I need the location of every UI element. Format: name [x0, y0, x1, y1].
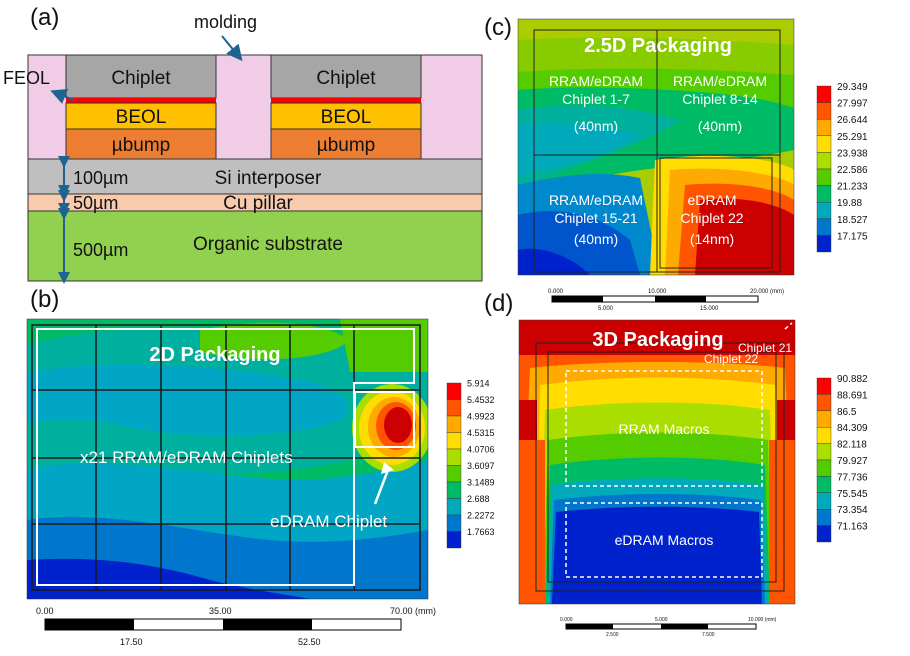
dim-interposer-label: 100µm	[73, 168, 128, 188]
panel-d-label: (d)	[484, 290, 514, 317]
ubump-label-1: µbump	[112, 135, 170, 156]
dim-substrate-label: 500µm	[73, 240, 128, 260]
beol-label-1: BEOL	[116, 107, 167, 128]
organic-substrate-label: Organic substrate	[193, 234, 343, 255]
beol-label-2: BEOL	[321, 107, 372, 128]
panel-a-label: (a)	[30, 4, 60, 31]
panel-c-label: (c)	[484, 14, 512, 41]
molding-arrow	[221, 35, 243, 62]
si-interposer-layer	[27, 158, 483, 195]
chiplet-label-2: Chiplet	[316, 68, 376, 89]
si-interposer-label: Si interposer	[215, 168, 322, 189]
chiplet-label-1: Chiplet	[111, 68, 171, 89]
ubump-label-2: µbump	[317, 135, 375, 156]
dim-pillar-label: 50µm	[73, 193, 118, 213]
beol-line-2	[271, 98, 421, 103]
ubump-2	[270, 128, 422, 160]
molding-label: molding	[194, 12, 257, 32]
feol-arrow	[50, 89, 75, 104]
organic-substrate-layer	[27, 210, 483, 282]
feol-label: FEOL	[3, 68, 50, 88]
chiplet-1	[65, 54, 217, 99]
ubump-1	[65, 128, 217, 160]
beol-line-1	[66, 98, 216, 103]
panel-b-label: (b)	[30, 286, 60, 313]
cu-pillar-label: Cu pillar	[223, 193, 293, 214]
